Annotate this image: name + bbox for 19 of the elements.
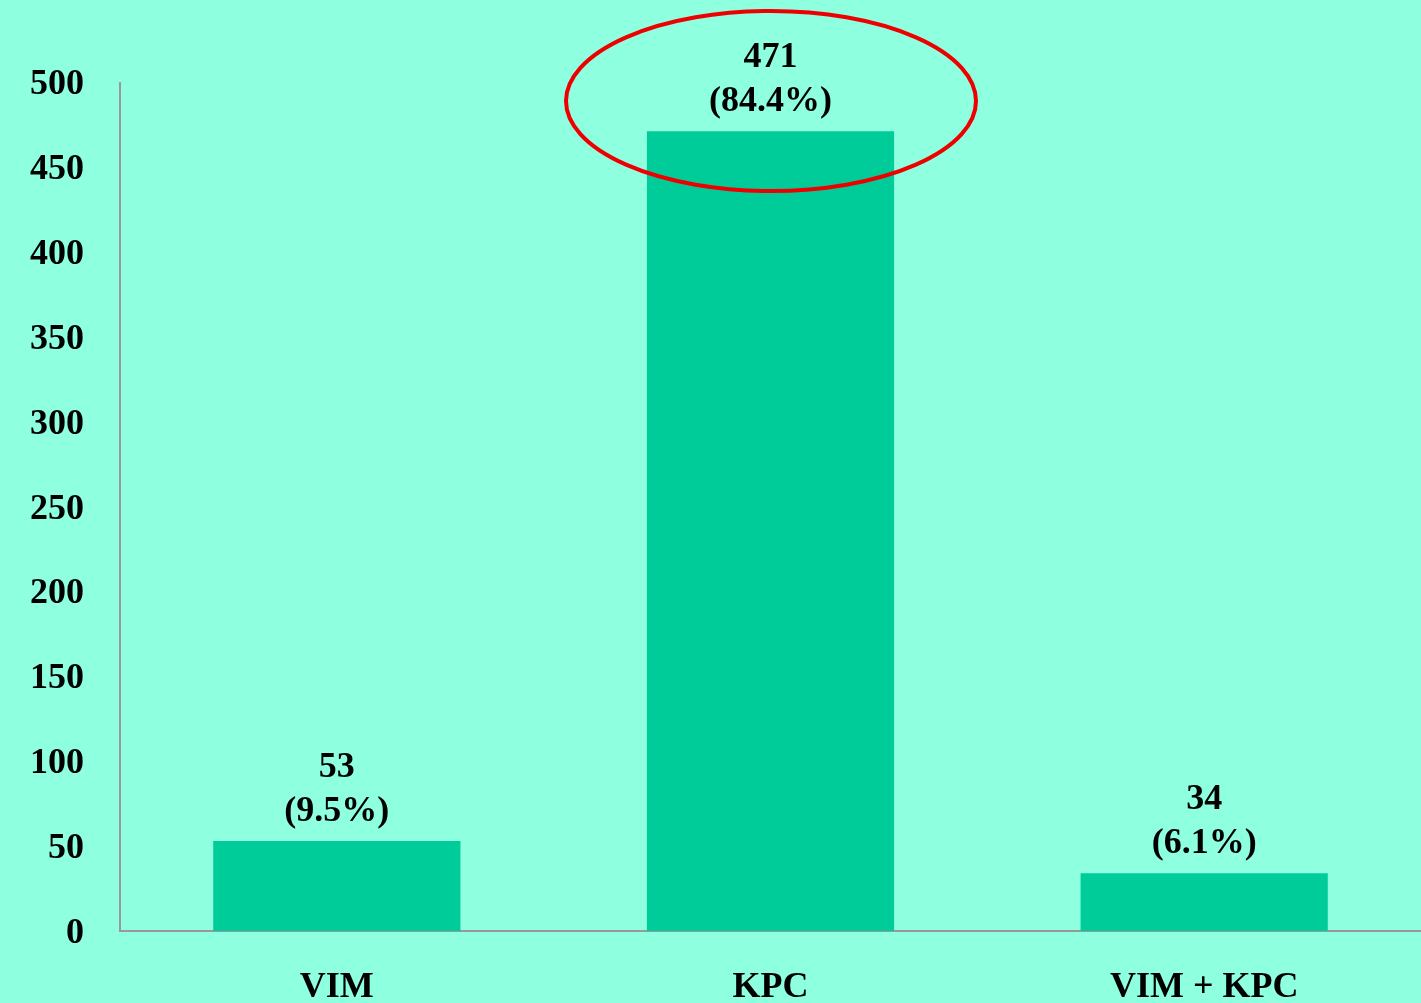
- y-tick-label: 400: [30, 231, 84, 272]
- bar: [213, 841, 461, 931]
- y-tick-label: 150: [30, 656, 84, 697]
- y-tick-label: 250: [30, 486, 84, 527]
- bar: [1080, 873, 1328, 931]
- y-tick-label: 200: [30, 571, 84, 612]
- data-label: 471 (84.4%): [709, 35, 832, 120]
- data-label: 34 (6.1%): [1151, 777, 1257, 862]
- y-tick-label: 450: [30, 146, 84, 187]
- y-tick-label: 500: [30, 62, 84, 102]
- data-label: 53 (9.5%): [284, 745, 390, 830]
- y-tick-label: 0: [66, 911, 84, 951]
- y-tick-label: 100: [30, 741, 84, 782]
- y-tick-label: 350: [30, 316, 84, 357]
- y-tick-label: 300: [30, 401, 84, 442]
- x-tick-label: VIM: [299, 965, 374, 1003]
- x-tick-label: VIM + KPC: [1109, 965, 1299, 1003]
- x-tick-label: KPC: [732, 965, 809, 1003]
- y-tick-label: 50: [48, 826, 84, 867]
